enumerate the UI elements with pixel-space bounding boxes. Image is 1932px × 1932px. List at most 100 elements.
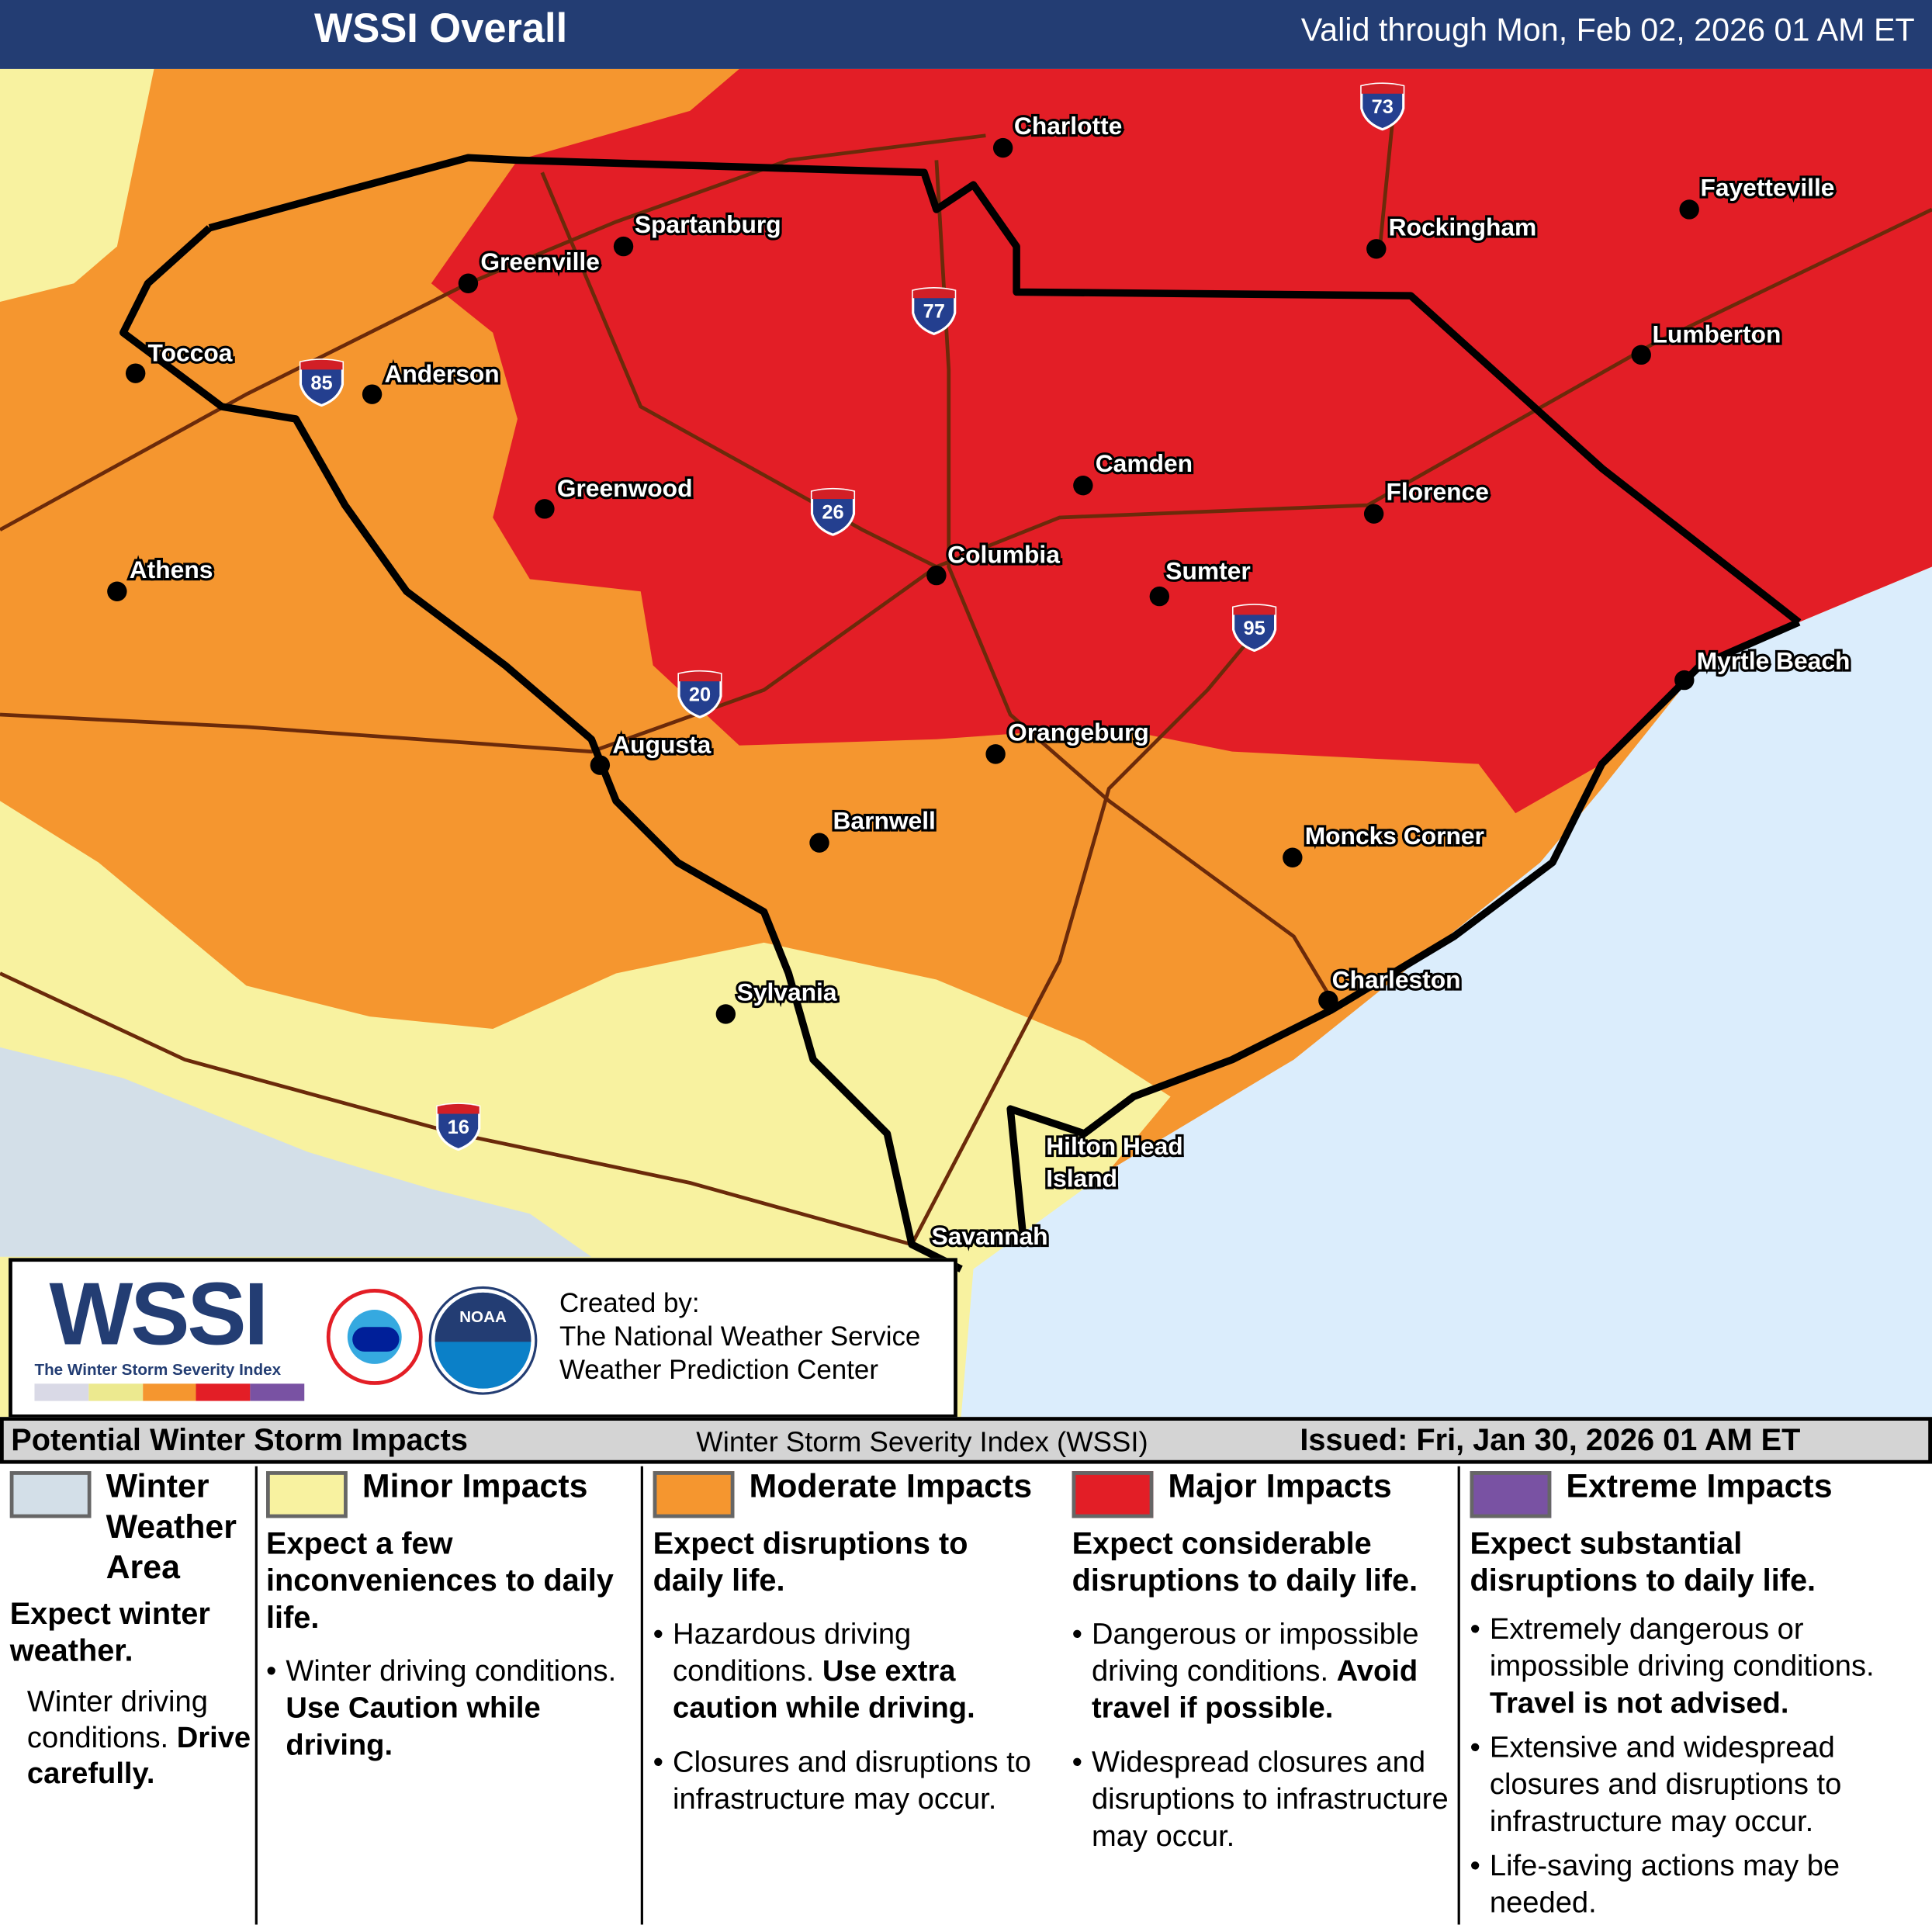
city-label: Charlotte (1012, 111, 1125, 143)
category-summary: Expect substantial disruptions to daily … (1470, 1526, 1816, 1598)
issued-time: Issued: Fri, Jan 30, 2026 01 AM ET (1300, 1423, 1801, 1458)
bullet: Extensive and widespread closures and di… (1470, 1730, 1926, 1841)
city-marker-icon (1318, 990, 1338, 1011)
bullet: Life-saving actions may be needed. (1470, 1848, 1926, 1922)
city-label: Athens (127, 555, 216, 587)
legend-moderate: Moderate Impacts Expect disruptions to d… (653, 1466, 1047, 1925)
interstate-shield-icon: 73 (1358, 81, 1407, 131)
city-label: Florence (1383, 477, 1491, 509)
city-marker-icon (613, 236, 634, 257)
winter-weather-area (0, 1047, 592, 1257)
city-label: Greenwood (555, 473, 695, 505)
city-marker-icon (985, 744, 1006, 764)
impact-legend: Potential Winter Storm Impacts Winter St… (0, 1417, 1932, 1932)
interstate-shield-icon: 77 (909, 286, 959, 336)
logo-panel: WSSI The Winter Storm Severity Index NOA… (9, 1258, 957, 1418)
interstate-shield-icon: 85 (297, 358, 347, 407)
category-summary: Expect disruptions to daily life. (653, 1526, 968, 1598)
legend-minor: Minor Impacts Expect a few inconvenience… (266, 1466, 635, 1925)
major-area (431, 68, 1932, 814)
city-label: Moncks Corner (1303, 821, 1487, 853)
category-name: Moderate Impacts (749, 1467, 1033, 1504)
divider (254, 1466, 258, 1925)
city-label: Spartanburg (632, 209, 784, 241)
legend-header: Potential Winter Storm Impacts Winter St… (0, 1417, 1932, 1464)
city-marker-icon (1283, 847, 1303, 867)
divider (1457, 1466, 1460, 1925)
nws-logo-icon (326, 1289, 423, 1385)
city-marker-icon (1366, 239, 1387, 259)
city-marker-icon (535, 499, 555, 519)
city-marker-icon (926, 565, 947, 586)
valid-time: Valid through Mon, Feb 02, 2026 01 AM ET (1300, 11, 1915, 48)
city-label: Charleston (1329, 964, 1463, 996)
category-summary: Expect considerable disruptions to daily… (1072, 1526, 1418, 1598)
state-borders (119, 154, 1802, 1272)
city-marker-icon (107, 581, 127, 601)
legend-extreme: Extreme Impacts Expect substantial disru… (1470, 1466, 1926, 1925)
winter-weather-swatch (9, 1471, 92, 1518)
minor-swatch (266, 1471, 348, 1518)
wssi-logo-subtitle: The Winter Storm Severity Index (34, 1360, 282, 1379)
bullet: Closures and disruptions to infrastructu… (653, 1745, 1047, 1819)
bullet: Winter driving conditions. Use Caution w… (266, 1653, 635, 1764)
bullet: Widespread closures and disruptions to i… (1072, 1745, 1456, 1856)
map-canvas (0, 68, 1932, 1418)
legend-major: Major Impacts Expect considerable disrup… (1072, 1466, 1456, 1925)
credit-nws: The National Weather Service (559, 1321, 921, 1352)
bullet: Extremely dangerous or impossible drivin… (1470, 1612, 1926, 1723)
legend-index-name: Winter Storm Severity Index (WSSI) (696, 1425, 1148, 1458)
city-label: Toccoa (145, 338, 234, 369)
city-label: Camden (1093, 448, 1196, 480)
city-label: Augusta (610, 729, 713, 761)
map-title: WSSI Overall (313, 5, 568, 51)
city-label: Fayetteville (1698, 172, 1837, 204)
city-marker-icon (458, 273, 479, 293)
legend-title: Potential Winter Storm Impacts (11, 1423, 468, 1458)
city-marker-icon (715, 1004, 736, 1024)
city-marker-icon (1631, 345, 1651, 365)
city-marker-icon (1674, 670, 1695, 691)
city-label: Savannah (929, 1221, 1050, 1253)
city-label: Lumberton (1650, 319, 1783, 351)
city-label: Rockingham (1387, 212, 1539, 244)
credits: Created by: The National Weather Service… (559, 1286, 920, 1387)
interstate-shield-icon: 95 (1230, 603, 1279, 653)
city-label: Sylvania (734, 977, 839, 1009)
city-label: Sumter (1163, 556, 1253, 587)
city-label: Greenville (478, 247, 602, 279)
city-marker-icon (1073, 475, 1093, 496)
moderate-swatch (653, 1471, 735, 1518)
city-label: Anderson (382, 358, 502, 390)
category-name: Minor Impacts (362, 1467, 588, 1504)
city-label: Orangeburg (1006, 717, 1151, 749)
wssi-color-bar (34, 1383, 305, 1401)
major-swatch (1072, 1471, 1154, 1518)
legend-winter-weather: Winter Weather Area Expect winter weathe… (9, 1466, 251, 1925)
city-marker-icon (1679, 199, 1699, 220)
city-marker-icon (992, 137, 1013, 158)
noaa-logo-icon: NOAA (431, 1289, 535, 1393)
bullet: Hazardous driving conditions. Use extra … (653, 1616, 1047, 1727)
interstate-shield-icon: 26 (808, 486, 858, 536)
city-marker-icon (125, 363, 146, 383)
city-marker-icon (362, 384, 383, 404)
category-name: Extreme Impacts (1566, 1467, 1833, 1504)
city-marker-icon (809, 833, 829, 853)
header-bar: WSSI Overall Valid through Mon, Feb 02, … (0, 0, 1932, 69)
city-label: Myrtle Beach (1695, 646, 1853, 677)
bullet: Dangerous or impossible driving conditio… (1072, 1616, 1456, 1727)
city-label: Island (1044, 1163, 1120, 1195)
interstate-shield-icon: 20 (675, 669, 725, 718)
divider (640, 1466, 643, 1925)
category-summary: Expect winter weather. (9, 1597, 210, 1669)
credit-wpc: Weather Prediction Center (559, 1354, 879, 1385)
category-name: Winter Weather Area (106, 1467, 237, 1586)
minor-area-north (0, 68, 154, 303)
interstate-shield-icon: 16 (434, 1102, 483, 1151)
impact-map: Charlotte Spartanburg Greenville Rockingham… (0, 68, 1932, 1418)
city-marker-icon (590, 755, 611, 775)
category-detail: Winter driving conditions. Drive careful… (26, 1685, 251, 1791)
category-summary: Expect a few inconveniences to daily lif… (266, 1526, 614, 1636)
